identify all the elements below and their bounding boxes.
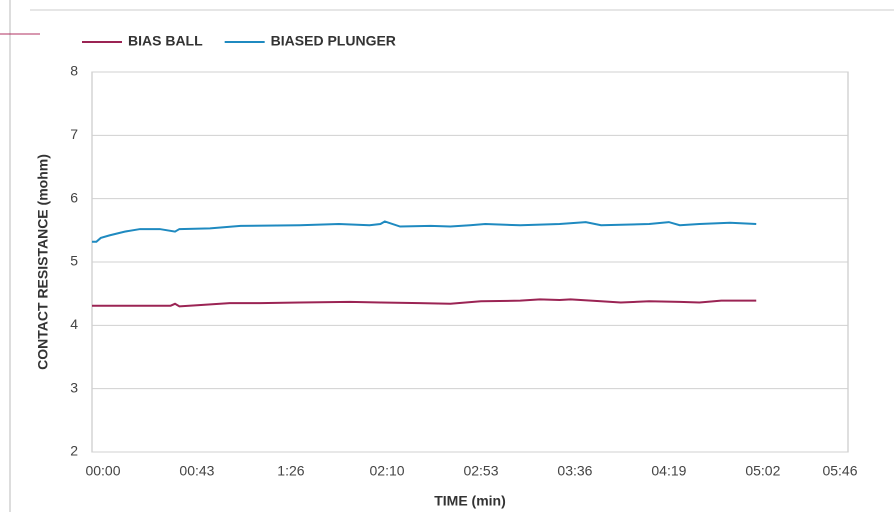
y-tick-label: 5	[70, 253, 78, 269]
x-tick-label: 00:00	[85, 463, 120, 479]
y-tick-label: 7	[70, 126, 78, 142]
x-tick-label: 02:53	[463, 463, 498, 479]
series-line	[92, 298, 757, 308]
x-tick-label: 05:46	[822, 463, 857, 479]
x-tick-label: 02:10	[370, 463, 405, 479]
series-line	[92, 220, 757, 243]
y-axis-label: CONTACT RESISTANCE (mohm)	[35, 154, 51, 370]
y-tick-label: 6	[70, 189, 78, 205]
legend-label: BIASED PLUNGER	[271, 33, 396, 49]
y-tick-label: 2	[70, 443, 78, 459]
legend-label: BIAS BALL	[128, 33, 203, 49]
y-tick-label: 8	[70, 63, 78, 79]
x-axis-label: TIME (min)	[434, 493, 506, 509]
x-tick-label: 00:43	[179, 463, 214, 479]
y-tick-label: 3	[70, 379, 78, 395]
y-tick-label: 4	[70, 316, 78, 332]
x-tick-label: 1:26	[277, 463, 304, 479]
x-tick-label: 04:19	[651, 463, 686, 479]
x-tick-label: 03:36	[557, 463, 592, 479]
x-tick-label: 05:02	[745, 463, 780, 479]
